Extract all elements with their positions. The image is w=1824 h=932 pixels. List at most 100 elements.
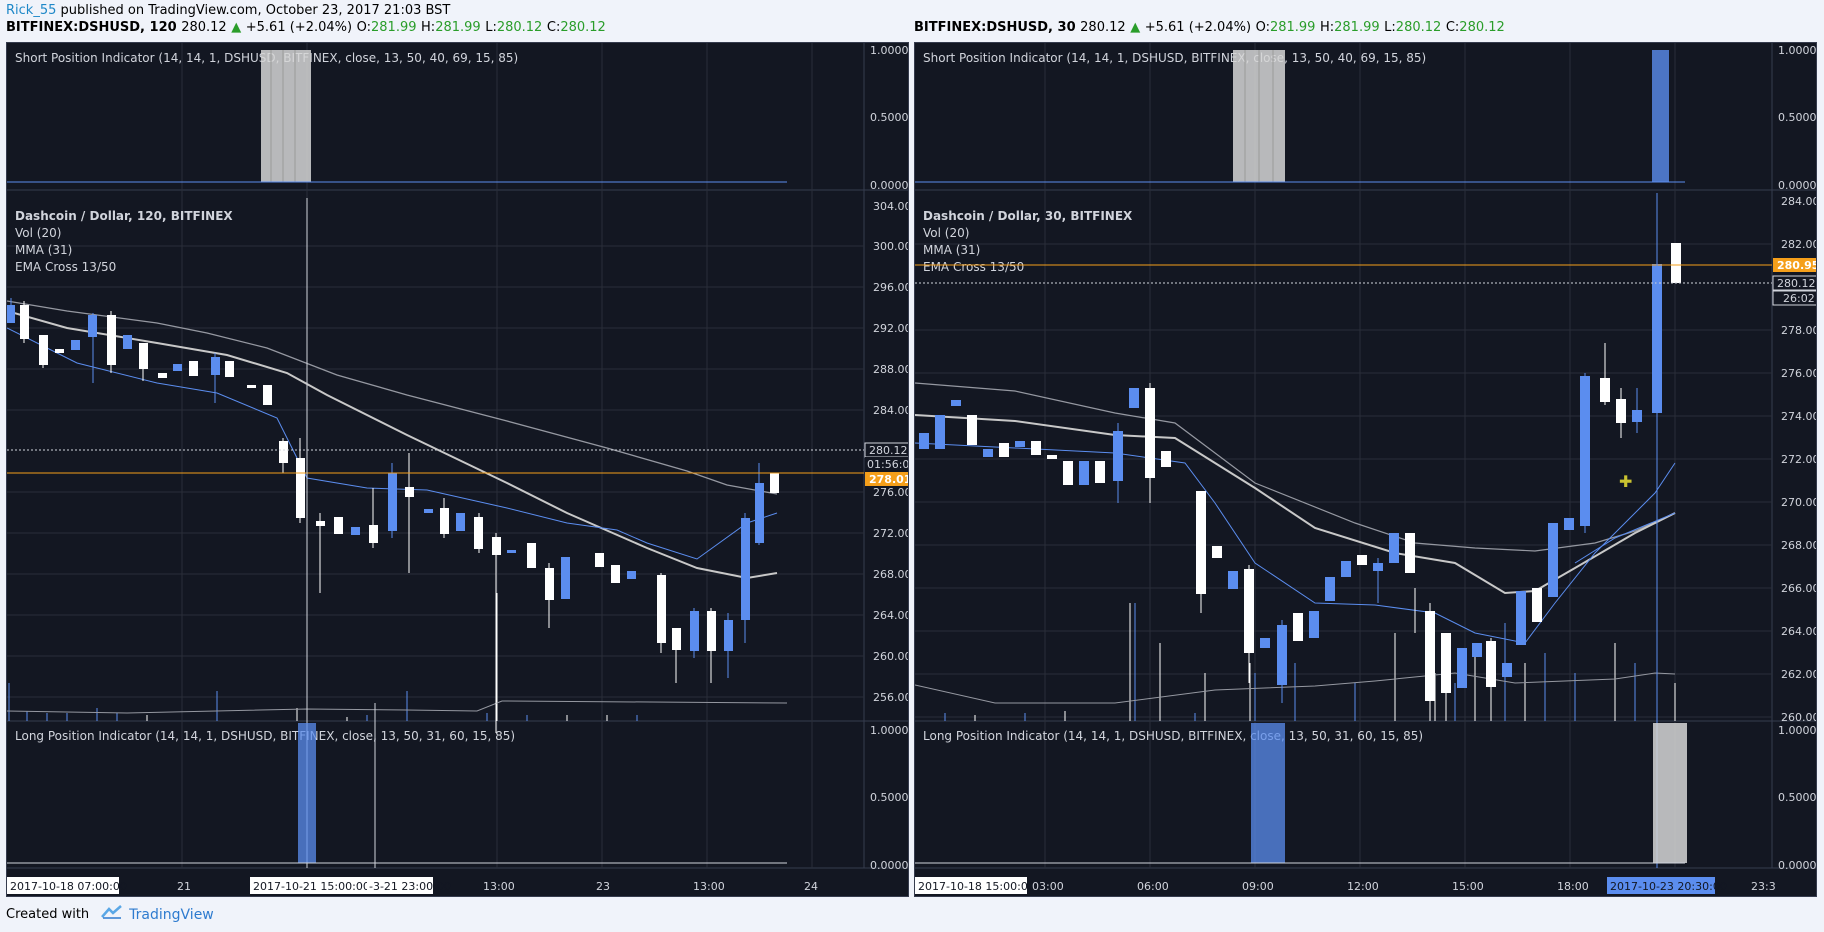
candle[interactable] bbox=[1502, 663, 1512, 677]
candle[interactable] bbox=[1486, 641, 1496, 687]
candle[interactable] bbox=[1228, 571, 1238, 589]
candle[interactable] bbox=[741, 518, 750, 620]
candle[interactable] bbox=[316, 521, 325, 526]
candle[interactable] bbox=[39, 335, 48, 365]
candle[interactable] bbox=[1532, 588, 1542, 622]
candle[interactable] bbox=[173, 364, 182, 371]
candle[interactable] bbox=[296, 458, 305, 518]
candle[interactable] bbox=[334, 517, 343, 534]
candle[interactable] bbox=[1277, 625, 1287, 685]
candle[interactable] bbox=[456, 513, 465, 531]
candle[interactable] bbox=[611, 565, 620, 583]
candle[interactable] bbox=[951, 400, 961, 406]
price-axis[interactable]: 284.00 282.00 278.00 276.00 274.00 272.0… bbox=[1781, 195, 1817, 724]
candle[interactable] bbox=[1441, 633, 1451, 693]
candle[interactable] bbox=[474, 517, 483, 549]
vol-legend[interactable]: Vol (20) bbox=[15, 226, 61, 240]
candle[interactable] bbox=[388, 473, 397, 531]
right-candles[interactable] bbox=[919, 223, 1681, 721]
candle[interactable] bbox=[967, 415, 977, 445]
candle[interactable] bbox=[1196, 491, 1206, 594]
candle[interactable] bbox=[1472, 643, 1482, 657]
candle[interactable] bbox=[724, 620, 733, 651]
right-chart-panel[interactable]: Short Position Indicator (14, 14, 1, DSH… bbox=[914, 42, 1817, 897]
candle[interactable] bbox=[369, 525, 378, 543]
candle[interactable] bbox=[123, 335, 132, 349]
candle[interactable] bbox=[1244, 569, 1254, 653]
candle[interactable] bbox=[1015, 441, 1025, 447]
candle[interactable] bbox=[1260, 638, 1270, 648]
left-candles[interactable] bbox=[7, 298, 779, 733]
candle[interactable] bbox=[405, 487, 414, 497]
tradingview-brand-link[interactable]: TradingView bbox=[129, 907, 214, 923]
candle[interactable] bbox=[1405, 533, 1415, 573]
left-chart-panel[interactable]: Short Position Indicator (14, 14, 1, DSH… bbox=[6, 42, 909, 897]
candle[interactable] bbox=[627, 571, 636, 579]
candle[interactable] bbox=[1145, 388, 1155, 478]
candle[interactable] bbox=[1564, 518, 1574, 530]
candle[interactable] bbox=[1031, 441, 1041, 455]
candle[interactable] bbox=[1129, 388, 1139, 408]
candle[interactable] bbox=[88, 315, 97, 337]
vol-legend[interactable]: Vol (20) bbox=[923, 226, 969, 240]
candle[interactable] bbox=[545, 568, 554, 600]
candle[interactable] bbox=[225, 361, 234, 377]
candle[interactable] bbox=[71, 340, 80, 350]
candle[interactable] bbox=[1047, 455, 1057, 459]
candle[interactable] bbox=[1079, 461, 1089, 485]
candle[interactable] bbox=[1309, 611, 1319, 638]
candle[interactable] bbox=[690, 611, 699, 651]
candle[interactable] bbox=[1600, 378, 1610, 402]
candle[interactable] bbox=[263, 385, 272, 405]
candle[interactable] bbox=[919, 433, 929, 449]
candle[interactable] bbox=[55, 349, 64, 353]
candle[interactable] bbox=[1113, 431, 1123, 481]
candle[interactable] bbox=[527, 543, 536, 568]
candle[interactable] bbox=[189, 361, 198, 376]
candle[interactable] bbox=[770, 473, 779, 493]
left-chart-svg[interactable]: Short Position Indicator (14, 14, 1, DSH… bbox=[7, 43, 909, 897]
candle[interactable] bbox=[1063, 461, 1073, 485]
candle[interactable] bbox=[440, 508, 449, 534]
candle[interactable] bbox=[20, 305, 29, 339]
candle[interactable] bbox=[999, 443, 1009, 457]
candle[interactable] bbox=[935, 415, 945, 449]
candle[interactable] bbox=[1341, 561, 1351, 577]
candle[interactable] bbox=[1516, 591, 1526, 645]
candle[interactable] bbox=[158, 373, 167, 378]
mma-legend[interactable]: MMA (31) bbox=[15, 243, 72, 257]
candle[interactable] bbox=[107, 315, 116, 365]
candle[interactable] bbox=[279, 441, 288, 463]
candle[interactable] bbox=[424, 509, 433, 513]
candle[interactable] bbox=[1357, 555, 1367, 565]
candle[interactable] bbox=[755, 483, 764, 543]
candle[interactable] bbox=[351, 527, 360, 535]
right-chart-svg[interactable]: Short Position Indicator (14, 14, 1, DSH… bbox=[915, 43, 1817, 897]
candle[interactable] bbox=[707, 611, 716, 651]
candle[interactable] bbox=[1389, 533, 1399, 563]
ema-legend[interactable]: EMA Cross 13/50 bbox=[15, 260, 116, 274]
tradingview-logo-icon[interactable] bbox=[101, 905, 123, 925]
candle[interactable] bbox=[1095, 461, 1105, 483]
candle[interactable] bbox=[1161, 451, 1171, 467]
candle[interactable] bbox=[1616, 399, 1626, 423]
time-axis[interactable]: 21 13:00 23 13:00 24 bbox=[177, 880, 818, 893]
candle[interactable] bbox=[595, 553, 604, 567]
candle[interactable] bbox=[1548, 523, 1558, 597]
candle[interactable] bbox=[657, 575, 666, 643]
candle[interactable] bbox=[1212, 546, 1222, 558]
candle[interactable] bbox=[507, 550, 516, 553]
candle[interactable] bbox=[492, 537, 501, 555]
ema-legend[interactable]: EMA Cross 13/50 bbox=[923, 260, 1024, 274]
candle[interactable] bbox=[7, 305, 15, 323]
candle[interactable] bbox=[1671, 243, 1681, 283]
candle[interactable] bbox=[1293, 613, 1303, 641]
candle[interactable] bbox=[139, 343, 148, 369]
candle[interactable] bbox=[983, 449, 993, 457]
time-axis[interactable]: 03:00 06:00 09:00 12:00 15:00 18:00 23:3 bbox=[1032, 880, 1776, 893]
price-axis[interactable]: 304.00 300.00 296.00 292.00 288.00 284.0… bbox=[873, 200, 909, 704]
candle[interactable] bbox=[1632, 410, 1642, 422]
candle[interactable] bbox=[1457, 648, 1467, 688]
candle[interactable] bbox=[211, 357, 220, 375]
candle[interactable] bbox=[672, 628, 681, 650]
